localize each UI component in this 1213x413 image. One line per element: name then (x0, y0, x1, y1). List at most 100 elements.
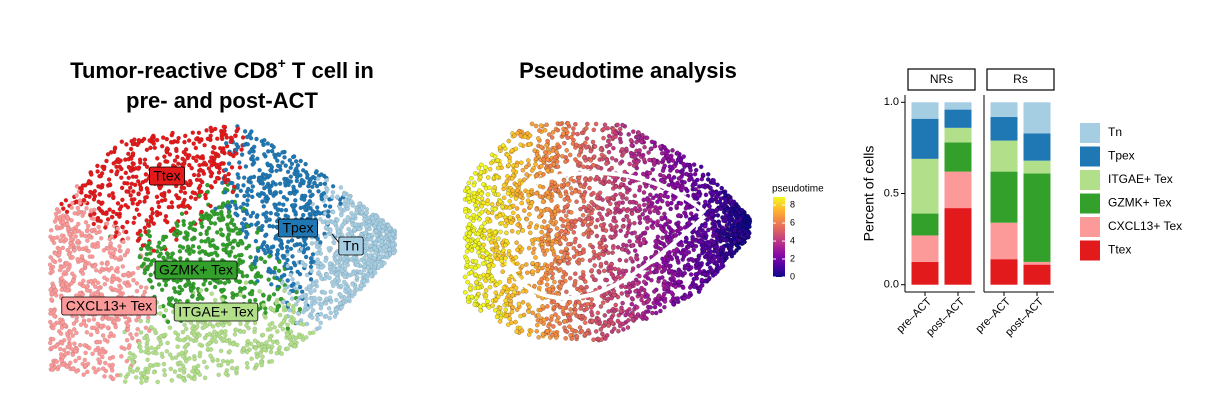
umap-point (160, 193, 165, 198)
umap-point (258, 176, 264, 181)
pseudotime-point (537, 214, 542, 220)
umap-point (209, 291, 214, 296)
umap-point (230, 365, 235, 371)
umap-point (219, 217, 225, 222)
umap-point (216, 170, 222, 175)
umap-point (93, 369, 98, 375)
umap-point (70, 352, 76, 357)
umap-point (227, 321, 232, 327)
umap-point (65, 288, 70, 293)
umap-point (138, 348, 144, 354)
umap-point (100, 316, 105, 322)
umap-point (361, 221, 367, 227)
umap-point (317, 247, 322, 252)
umap-point (253, 274, 259, 280)
umap-point (297, 306, 303, 312)
umap-point (50, 269, 55, 274)
umap-point (272, 152, 277, 157)
pseudotime-point (504, 238, 509, 244)
umap-point (376, 265, 381, 270)
umap-point (171, 226, 176, 231)
umap-point (233, 254, 238, 259)
umap-point (245, 365, 250, 370)
umap-point (298, 205, 304, 211)
pseudotime-point (633, 277, 639, 283)
umap-point (286, 302, 291, 307)
pseudotime-point (475, 199, 481, 205)
pseudotime-point (503, 218, 509, 223)
umap-point (264, 210, 269, 215)
umap-point (178, 256, 183, 261)
umap-point (297, 241, 303, 247)
umap-point (208, 243, 213, 249)
umap-point (314, 169, 319, 174)
umap-point (285, 169, 291, 175)
umap-point (97, 192, 102, 197)
umap-point (80, 271, 86, 276)
umap-point (249, 222, 254, 227)
umap-point (209, 155, 214, 160)
umap-point (339, 305, 344, 310)
umap-point (146, 229, 151, 234)
umap-point (63, 351, 69, 357)
umap-point (130, 360, 136, 366)
umap-point (223, 329, 228, 334)
umap-point (362, 263, 367, 269)
umap-point (293, 335, 299, 341)
pseudotime-point (546, 323, 551, 329)
umap-point (60, 283, 65, 288)
umap-point (335, 194, 340, 199)
umap-point (227, 241, 233, 247)
pseudotime-point (519, 160, 524, 165)
umap-point (250, 210, 256, 216)
umap-point (76, 221, 81, 227)
umap-point (314, 183, 320, 189)
umap-point (50, 336, 56, 342)
pseudotime-point (626, 218, 632, 223)
umap-point (166, 189, 172, 194)
umap-point (327, 261, 333, 266)
pseudotime-point (528, 230, 533, 236)
umap-point (120, 224, 125, 230)
umap-point (351, 255, 357, 260)
umap-point (343, 270, 349, 276)
umap-point (59, 201, 64, 207)
umap-point (74, 369, 79, 374)
pseudotime-point (627, 238, 632, 244)
umap-point (65, 247, 70, 253)
umap-point (268, 168, 273, 173)
umap-point (220, 322, 226, 328)
umap-point (115, 269, 120, 274)
umap-point (131, 277, 136, 283)
pseudotime-point (592, 263, 598, 268)
umap-point (323, 301, 329, 306)
umap-point (368, 273, 374, 278)
umap-point (265, 247, 271, 252)
pseudotime-point (544, 248, 550, 253)
umap-point (47, 340, 53, 346)
umap-point (263, 233, 268, 239)
umap-point (309, 315, 315, 320)
umap-point (248, 279, 253, 285)
pseudotime-point (578, 306, 583, 311)
umap-point (350, 282, 355, 287)
umap-point (81, 320, 87, 325)
umap-point (268, 349, 274, 355)
umap-point (359, 283, 364, 288)
umap-point (318, 181, 323, 187)
pseudotime-point (564, 148, 570, 153)
umap-point (135, 326, 140, 332)
umap-point (362, 267, 367, 273)
umap-point (274, 275, 280, 281)
umap-point (108, 331, 114, 336)
umap-point (156, 204, 162, 210)
umap-point (215, 357, 220, 363)
umap-point (88, 278, 94, 284)
umap-point (245, 142, 251, 147)
umap-point (197, 183, 203, 189)
umap-point (79, 231, 85, 236)
umap-point (77, 290, 83, 296)
umap-point (75, 238, 81, 244)
umap-point (215, 322, 221, 328)
umap-point (354, 274, 360, 280)
